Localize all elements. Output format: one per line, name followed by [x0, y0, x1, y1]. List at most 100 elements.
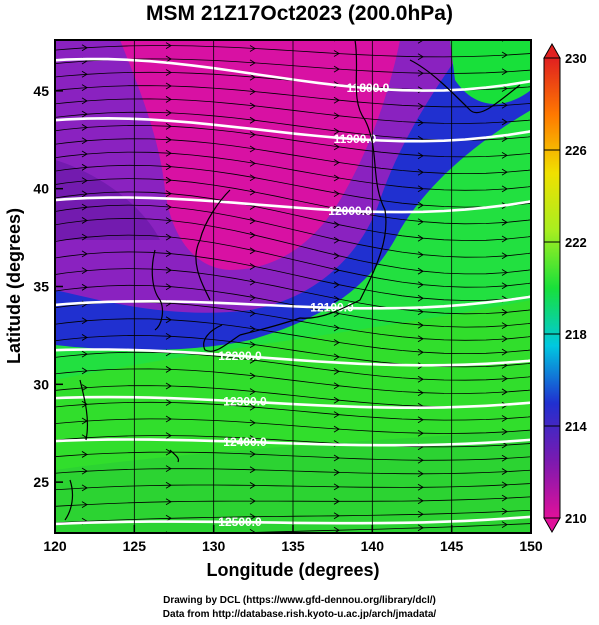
wind-arrow	[417, 308, 424, 316]
streamline	[55, 496, 531, 507]
x-tick-label: 135	[281, 538, 305, 554]
wind-arrow	[333, 512, 340, 520]
contour-label: 12100.0	[310, 301, 354, 315]
wind-arrow	[417, 251, 424, 259]
wind-arrow	[417, 267, 424, 275]
streamline	[55, 368, 531, 394]
wind-arrow	[81, 451, 88, 458]
streamline	[55, 418, 531, 434]
wind-arrow	[249, 263, 256, 270]
wind-arrow	[81, 467, 88, 475]
wind-arrow	[333, 483, 340, 491]
wind-arrow	[165, 481, 172, 489]
streamline	[55, 164, 531, 208]
wind-arrow	[81, 150, 88, 158]
contour-line	[55, 295, 531, 310]
wind-arrow	[417, 102, 424, 110]
streamline	[55, 85, 531, 108]
contour-line	[55, 57, 531, 92]
wind-arrow	[417, 456, 424, 464]
wind-arrow	[81, 163, 88, 171]
streamline	[55, 217, 531, 275]
wind-arrow	[249, 325, 256, 333]
wind-arrow	[501, 168, 508, 176]
streamline	[55, 191, 531, 241]
wind-arrow	[501, 322, 508, 329]
wind-arrow	[333, 324, 340, 332]
y-tick-label: 45	[33, 83, 49, 99]
y-tick-label: 25	[33, 474, 49, 490]
wind-arrow	[501, 521, 508, 529]
wind-arrow	[333, 469, 340, 476]
credit-drawing: Drawing by DCL (https://www.gfd-dennou.o…	[163, 595, 436, 606]
coastlines	[64, 40, 521, 521]
wind-arrow	[165, 366, 172, 373]
wind-arrow	[81, 177, 88, 184]
streamline	[55, 138, 531, 175]
wind-arrow	[165, 266, 172, 274]
wind-arrow	[501, 335, 508, 343]
x-tick-label: 130	[202, 538, 226, 554]
wind-arrow	[249, 116, 256, 124]
wind-arrow	[81, 400, 88, 408]
contour-label: 12400.0	[223, 435, 267, 449]
wind-arrow	[501, 507, 508, 515]
wind-arrow	[249, 159, 256, 167]
colorbar-tick-label: 218	[565, 327, 587, 342]
wind-arrow	[165, 316, 172, 324]
wind-arrow	[81, 384, 88, 391]
wind-arrow	[249, 231, 256, 239]
wind-arrow	[165, 69, 172, 76]
streamline	[55, 234, 531, 288]
wind-arrow	[417, 185, 424, 193]
streamline	[55, 483, 531, 491]
wind-arrow	[165, 203, 172, 211]
colorbar-tick-label: 226	[565, 143, 587, 158]
contour-line	[55, 116, 531, 143]
colorbar: 230 226 222 218 214 210	[543, 42, 587, 534]
wind-arrow	[249, 278, 256, 286]
colorbar-min-arrow	[543, 517, 561, 534]
wind-arrow	[333, 143, 340, 151]
wind-arrow	[417, 321, 424, 329]
wind-arrow	[249, 388, 256, 395]
wind-arrow	[501, 348, 508, 356]
streamline	[55, 268, 531, 315]
wind-arrow	[501, 252, 508, 260]
wind-arrow	[333, 339, 340, 346]
wind-arrow	[165, 233, 172, 241]
wind-arrow	[249, 513, 256, 521]
wind-arrow	[249, 247, 256, 255]
wind-arrow	[501, 481, 508, 489]
y-tick-label: 35	[33, 279, 49, 295]
wind-arrow	[81, 484, 88, 492]
wind-arrow	[417, 416, 424, 424]
wind-arrow	[249, 73, 256, 81]
wind-arrow	[501, 185, 508, 193]
wind-arrow	[333, 252, 340, 260]
wind-arrow	[501, 218, 508, 226]
wind-arrow	[249, 341, 256, 349]
wind-arrow	[81, 110, 88, 118]
wind-arrow	[81, 84, 88, 91]
wind-arrow	[333, 425, 340, 433]
wind-arrow	[165, 122, 172, 130]
y-axis-label: Latitude (degrees)	[4, 208, 24, 364]
credit-data: Data from http://database.rish.kyoto-u.a…	[162, 609, 437, 620]
wind-arrow	[333, 295, 340, 303]
wind-arrow	[417, 510, 424, 518]
streamline	[55, 435, 531, 448]
wind-arrow	[165, 432, 172, 439]
streamline	[55, 204, 531, 258]
wind-arrow	[333, 266, 340, 274]
wind-arrow	[333, 367, 340, 375]
streamline	[55, 335, 531, 368]
contour-label: 12000.0	[328, 204, 372, 218]
wind-arrow	[417, 152, 424, 160]
wind-arrow	[165, 82, 172, 90]
wind-arrow	[501, 308, 508, 316]
wind-arrow	[249, 188, 256, 196]
streamline	[55, 451, 531, 461]
wind-arrow	[81, 44, 88, 52]
wind-arrow	[249, 217, 256, 225]
